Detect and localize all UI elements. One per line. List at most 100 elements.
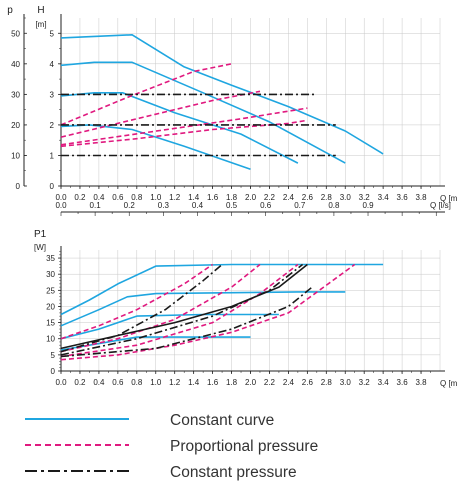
head-series-constant-curve [60, 33, 384, 155]
p-tick-label: 0 [16, 182, 21, 191]
head-chart-series [60, 33, 384, 170]
x-tick-label: 3.4 [378, 193, 390, 202]
ls-tick-label: 0.6 [260, 201, 272, 210]
x-tick-label: 0.0 [55, 378, 67, 387]
y-tick-label: 20 [46, 302, 55, 311]
legend-label: Proportional pressure [170, 438, 319, 455]
p-tick-label: 50 [11, 29, 20, 38]
x-tick-label: 2.2 [264, 378, 276, 387]
power-series-constant-curve [60, 291, 346, 327]
x-tick-label: 1.2 [169, 193, 181, 202]
ls-tick-label: 0.3 [158, 201, 170, 210]
x-tick-label: 0.6 [112, 378, 124, 387]
y-tick-label: 30 [46, 270, 55, 279]
power-series-constant-curve [60, 313, 279, 340]
head-series-proportional-pressure [60, 90, 261, 138]
legend-swatch-proportional-pressure [25, 444, 129, 446]
power-series-proportional-pressure [60, 263, 214, 340]
head-chart-axes: 0.0 0.2 0.4 0.6 0.8 1.0 1.2 1.4 1.6 1.8 2.0 2.2 2.4 2… [7, 5, 457, 203]
x-tick-label: 1.2 [169, 378, 181, 387]
head-series-proportional-pressure [60, 63, 232, 126]
p-tick-label: 10 [11, 151, 20, 160]
x-tick-label: 3.2 [359, 193, 371, 202]
y-tick-label: 4 [50, 60, 55, 69]
y-tick-label: 0 [51, 367, 56, 376]
power-series-proportional-pressure [60, 263, 261, 353]
flow-ls-axis: 0.0 0.1 0.2 0.3 0.4 0.5 0.6 0.7 0.8 0.9 Q [l/s] [55, 201, 451, 216]
legend-item-constant-curve: Constant curve [0, 410, 457, 432]
power-series-proportional-pressure [60, 263, 356, 361]
legend-swatch-constant-curve [25, 418, 129, 420]
y-tick-label: 10 [46, 335, 55, 344]
x-tick-label: 3.6 [397, 193, 409, 202]
x-tick-label: 0.8 [131, 378, 143, 387]
y-tick-label: 2 [50, 121, 55, 130]
x-tick-label: 0.2 [74, 193, 86, 202]
y-tick-label: 0 [50, 182, 55, 191]
head-series-constant-curve [60, 92, 299, 164]
ls-tick-label: 0.9 [362, 201, 374, 210]
legend-item-proportional-pressure: Proportional pressure [0, 436, 457, 458]
y-axis-unit: [m] [35, 20, 46, 29]
x-tick-label: 2.6 [302, 193, 314, 202]
x-tick-label: 3.6 [397, 378, 409, 387]
x-tick-label: 2.4 [283, 378, 295, 387]
legend-label: Constant pressure [170, 464, 297, 481]
x-axis-label: Q [m³/h] [440, 379, 457, 388]
ls-tick-label: 0.8 [328, 201, 340, 210]
x-tick-label: 1.4 [188, 193, 200, 202]
x-tick-label: 0.2 [74, 378, 86, 387]
x-axis-label: Q [m³/h] [440, 194, 457, 203]
power-series-constant-curve [60, 263, 384, 316]
power-series-proportional-pressure [60, 263, 299, 358]
x-tick-label: 0.6 [112, 193, 124, 202]
x-tick-label: 1.0 [150, 378, 162, 387]
x-tick-label: 2.6 [302, 378, 314, 387]
x-tick-label: 3.8 [415, 378, 427, 387]
x-tick-label: 0.4 [93, 193, 105, 202]
head-series-constant-curve [60, 61, 346, 164]
power-series-constant-pressure-solid [60, 263, 308, 350]
x-tick-label: 1.6 [207, 378, 219, 387]
x-tick-label: 3.0 [340, 378, 352, 387]
ls-tick-label: 0.7 [294, 201, 306, 210]
x-tick-label: 2.0 [245, 378, 257, 387]
x-tick-label: 1.0 [150, 193, 162, 202]
head-series-proportional-pressure [60, 119, 308, 148]
x-tick-label: 2.8 [321, 378, 333, 387]
y-axis-label: P1 [34, 229, 47, 240]
x-tick-label: 1.6 [207, 193, 219, 202]
y-tick-label: 25 [46, 286, 55, 295]
p-tick-label: 20 [11, 121, 20, 130]
ls-tick-label: 0.1 [90, 201, 102, 210]
x-tick-label: 1.8 [226, 193, 238, 202]
y-tick-label: 5 [50, 29, 55, 38]
x-tick-label: 1.4 [188, 378, 200, 387]
x-tick-label: 0.4 [93, 378, 105, 387]
ls-tick-label: 0.2 [124, 201, 136, 210]
p-tick-label: 40 [11, 60, 20, 69]
ls-tick-label: 0.0 [55, 201, 67, 210]
x-tick-label: 3.2 [359, 378, 371, 387]
p-tick-label: 30 [11, 90, 20, 99]
p-axis-label: p [7, 5, 13, 16]
x-tick-label: 3.0 [340, 193, 352, 202]
power-series-constant-pressure [60, 286, 313, 358]
power-chart-grid [60, 250, 441, 372]
y-tick-label: 5 [51, 351, 56, 360]
power-series-constant-pressure [60, 263, 223, 353]
x-tick-label: 0.0 [55, 193, 67, 202]
x-tick-label: 2.2 [264, 193, 276, 202]
x-tick-label: 3.8 [415, 193, 427, 202]
x-tick-label: 2.4 [283, 193, 295, 202]
ls-tick-label: 0.4 [192, 201, 204, 210]
y-axis-unit: [W] [34, 243, 46, 252]
x-tick-label: 0.8 [131, 193, 143, 202]
x-tick-label: 1.8 [226, 378, 238, 387]
ls-axis-label: Q [l/s] [430, 201, 451, 210]
x-tick-label: 2.0 [245, 193, 257, 202]
legend-swatch-constant-pressure [25, 470, 129, 472]
power-series-constant-pressure [60, 263, 304, 356]
x-tick-label: 2.8 [321, 193, 333, 202]
